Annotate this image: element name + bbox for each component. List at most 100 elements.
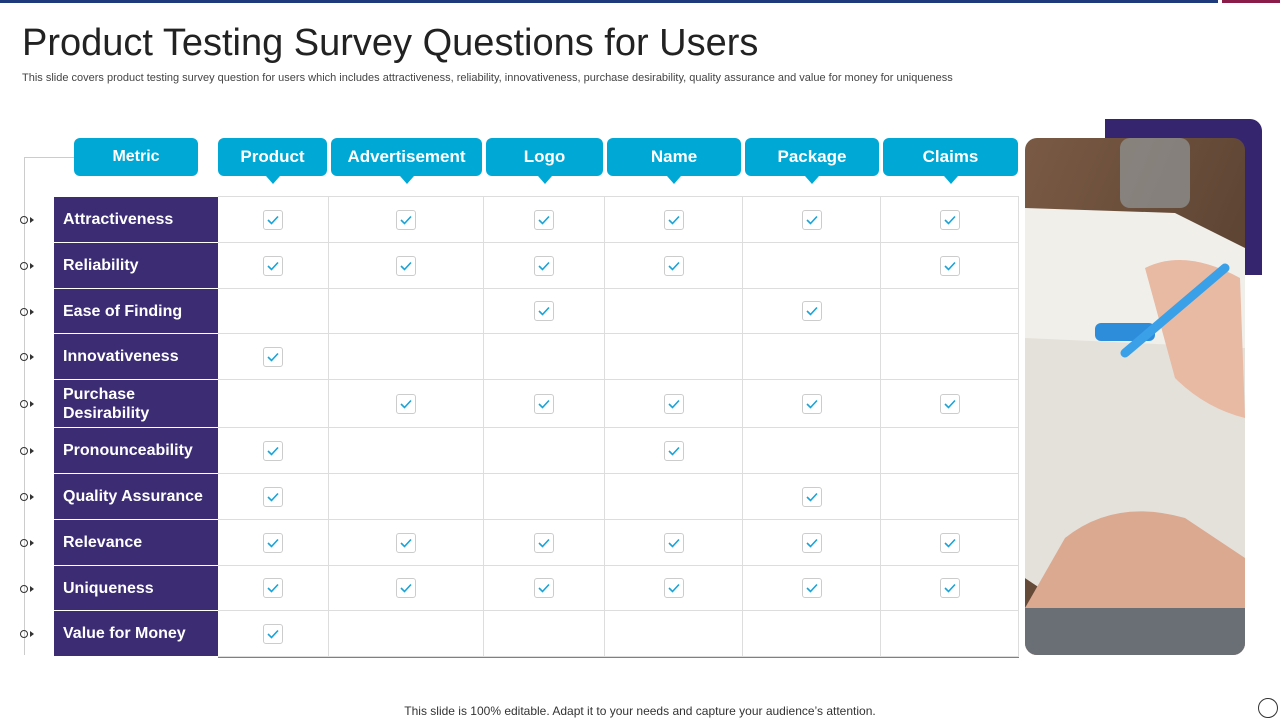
metric-cell: Value for Money	[54, 611, 218, 657]
check-mark	[801, 486, 822, 507]
check-mark	[801, 393, 822, 414]
check-mark	[801, 209, 822, 230]
row-bullet	[20, 447, 28, 455]
table-cell	[881, 566, 1019, 611]
table-cell	[743, 380, 881, 428]
tick	[805, 492, 818, 502]
table-cell	[329, 566, 484, 611]
check-mark	[939, 255, 960, 276]
bullet-arrow	[30, 354, 34, 360]
check-mark	[663, 255, 684, 276]
check-mark	[534, 393, 554, 414]
table-cell	[484, 520, 605, 566]
table-cell	[218, 380, 329, 428]
bullet-arrow	[30, 263, 34, 269]
table-cell	[743, 474, 881, 520]
tick	[400, 399, 412, 409]
check-mark	[263, 578, 283, 598]
check-mark	[534, 578, 554, 598]
check-mark	[396, 532, 416, 553]
tick	[667, 538, 680, 548]
metric-cell: Relevance	[54, 520, 218, 566]
check-mark	[663, 393, 684, 414]
bullet-arrow	[30, 585, 34, 592]
table-cell	[484, 566, 605, 611]
column-header: Claims	[883, 138, 1018, 184]
check-mark	[801, 578, 822, 598]
tick	[400, 538, 412, 548]
tick	[667, 399, 680, 409]
check-mark	[263, 532, 283, 553]
check-mark	[663, 578, 684, 598]
table-cell	[484, 428, 605, 474]
tick	[943, 261, 956, 271]
tick	[943, 215, 956, 225]
table-cell	[218, 197, 329, 243]
metric-cell: Pronounceability	[54, 428, 218, 474]
table-cell	[484, 243, 605, 289]
tick	[538, 261, 550, 271]
bullet-arrow	[30, 217, 34, 223]
photo	[1025, 138, 1245, 655]
tick	[400, 583, 412, 593]
check-mark	[263, 440, 283, 461]
tick	[805, 215, 818, 225]
check-mark	[263, 486, 283, 507]
table-cell	[743, 243, 881, 289]
row-bullet	[20, 630, 28, 638]
table-cell	[881, 289, 1019, 334]
tick	[267, 352, 279, 362]
table-cell	[218, 334, 329, 380]
tick	[805, 538, 818, 548]
table-cell	[605, 611, 743, 657]
table-cell	[881, 474, 1019, 520]
title: Product Testing Survey Questions for Use…	[22, 22, 759, 64]
table-cell	[881, 197, 1019, 243]
table-cell	[329, 380, 484, 428]
bullet-arrow	[30, 448, 34, 454]
table-bottom-line	[218, 656, 1019, 658]
bullet-arrow	[30, 308, 34, 315]
check-mark	[801, 301, 822, 321]
tick	[538, 215, 550, 225]
table-cell	[881, 243, 1019, 289]
bullet-arrow	[30, 540, 34, 546]
table-cell	[605, 197, 743, 243]
tick	[667, 446, 680, 456]
table-cell	[605, 474, 743, 520]
table-cell	[881, 611, 1019, 657]
row-bullet	[20, 307, 28, 316]
table-cell	[605, 289, 743, 334]
table-cell	[218, 566, 329, 611]
table-cell	[484, 474, 605, 520]
table-cell	[743, 289, 881, 334]
tick	[267, 261, 279, 271]
metric-cell: Quality Assurance	[54, 474, 218, 520]
table-cell	[605, 380, 743, 428]
check-mark	[534, 209, 554, 230]
tick	[400, 215, 412, 225]
table-cell	[881, 380, 1019, 428]
check-mark	[663, 532, 684, 553]
metric-cell: Ease of Finding	[54, 289, 218, 334]
tick	[667, 583, 680, 593]
row-bullet	[20, 493, 28, 501]
column-header: Package	[745, 138, 879, 184]
subtitle: This slide covers product testing survey…	[22, 72, 953, 84]
tick	[943, 399, 956, 409]
tick	[805, 306, 818, 316]
table-cell	[484, 197, 605, 243]
table-cell	[218, 428, 329, 474]
table-cell	[743, 334, 881, 380]
table-cell	[218, 289, 329, 334]
table-cell	[743, 566, 881, 611]
table-cell	[218, 474, 329, 520]
table-cell	[329, 197, 484, 243]
table-cell	[329, 428, 484, 474]
row-bullet	[20, 584, 28, 593]
top-bar-accent	[1222, 0, 1280, 3]
check-mark	[939, 209, 960, 230]
check-mark	[663, 440, 684, 461]
tick	[538, 538, 550, 548]
